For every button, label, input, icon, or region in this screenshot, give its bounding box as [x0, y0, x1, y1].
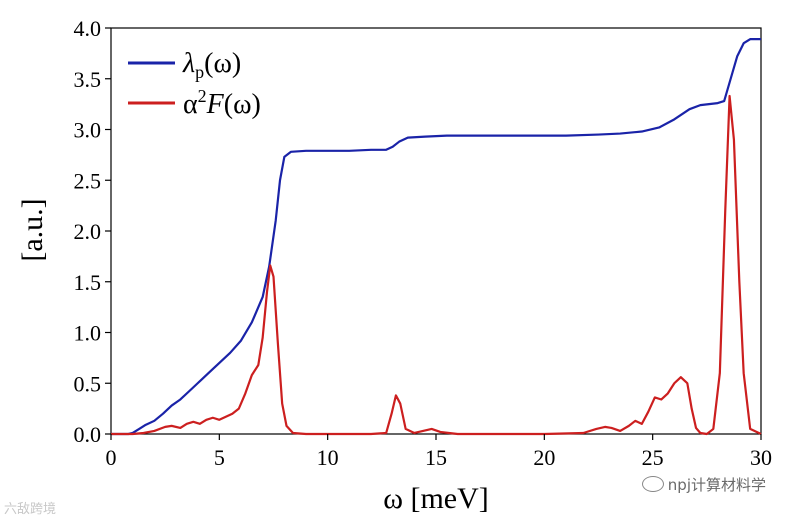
legend-label-alpha: α2F(ω)	[183, 86, 261, 120]
y-tick-label: 3.5	[74, 67, 102, 92]
watermark-left: 六敌跨境	[4, 502, 57, 517]
watermark-right: npj计算材料学	[641, 474, 766, 495]
series-line-lambda	[111, 38, 761, 436]
x-axis: 0 5 10 15 20 25 30	[106, 434, 772, 470]
y-tick-label: 3.0	[74, 118, 102, 143]
y-tick-label: 0.0	[74, 422, 102, 447]
curves	[111, 38, 762, 436]
y-axis-title: [a.u.]	[16, 198, 49, 261]
x-tick-label: 15	[425, 445, 447, 470]
x-tick-label: 0	[106, 445, 117, 470]
x-tick-label: 30	[750, 445, 772, 470]
x-tick-label: 25	[642, 445, 664, 470]
y-tick-label: 4.0	[74, 16, 102, 41]
x-tick-label: 10	[317, 445, 339, 470]
y-tick-label: 1.0	[74, 321, 102, 346]
x-axis-title: ω [meV]	[383, 482, 489, 515]
x-tick-label: 5	[214, 445, 225, 470]
y-tick-label: 0.5	[74, 371, 102, 396]
y-tick-label: 2.5	[74, 168, 102, 193]
wechat-icon	[641, 476, 664, 492]
legend: λp(ω) α2F(ω)	[128, 48, 261, 120]
series-line-alpha2f	[111, 94, 762, 436]
x-tick-label: 20	[533, 445, 555, 470]
y-axis: 0.0 0.5 1.0 1.5 2.0 2.5 3.0 3.5 4.0	[74, 16, 111, 447]
legend-label-lambda: λp(ω)	[182, 48, 241, 82]
y-tick-label: 1.5	[74, 270, 102, 295]
y-tick-label: 2.0	[74, 219, 102, 244]
